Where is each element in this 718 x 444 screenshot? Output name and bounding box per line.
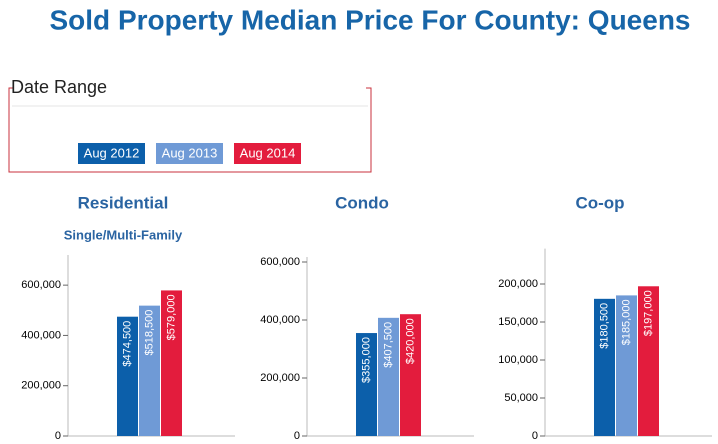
bar <box>594 298 615 436</box>
y-tick-label: 150,000 <box>498 316 538 328</box>
legend-label: Aug 2013 <box>162 145 218 160</box>
chart-subtitle: Single/Multi-Family <box>64 227 183 242</box>
y-tick-label: 200,000 <box>498 278 538 290</box>
bar <box>161 290 182 436</box>
value-label: $407,500 <box>382 322 394 368</box>
legend-swatch <box>234 143 301 164</box>
chart-title: Residential <box>78 193 169 212</box>
y-tick-label: 100,000 <box>498 354 538 366</box>
legend-label: Aug 2014 <box>240 145 296 160</box>
value-label: $474,500 <box>121 321 133 367</box>
y-tick-label: 400,000 <box>260 314 300 326</box>
value-label: $579,000 <box>165 294 177 340</box>
y-tick-label: 0 <box>55 430 61 442</box>
bar <box>638 286 659 436</box>
bar <box>139 305 160 436</box>
date-range-box <box>8 87 372 173</box>
value-label: $420,000 <box>404 318 416 364</box>
date-range-label: Date Range <box>11 77 107 97</box>
value-label: $197,000 <box>642 290 654 336</box>
bar <box>616 295 637 436</box>
y-tick-label: 200,000 <box>260 372 300 384</box>
bar <box>378 317 399 436</box>
y-tick-label: 400,000 <box>21 329 61 341</box>
bar <box>400 314 421 436</box>
bar <box>356 333 377 436</box>
page-title: Sold Property Median Price For County: Q… <box>50 4 691 35</box>
chart-title: Co-op <box>575 193 624 212</box>
y-tick-label: 0 <box>532 430 538 442</box>
y-tick-label: 0 <box>294 430 300 442</box>
bar <box>117 316 138 436</box>
legend-label: Aug 2012 <box>84 145 140 160</box>
y-tick-label: 50,000 <box>504 392 538 404</box>
value-label: $180,500 <box>598 303 610 349</box>
legend-swatch <box>156 143 223 164</box>
legend-swatch <box>78 143 145 164</box>
value-label: $355,000 <box>360 337 372 383</box>
chart-title: Condo <box>335 193 389 212</box>
y-tick-label: 600,000 <box>21 279 61 291</box>
value-label: $518,500 <box>143 310 155 356</box>
y-tick-label: 600,000 <box>260 256 300 268</box>
value-label: $185,000 <box>620 299 632 345</box>
y-tick-label: 200,000 <box>21 380 61 392</box>
